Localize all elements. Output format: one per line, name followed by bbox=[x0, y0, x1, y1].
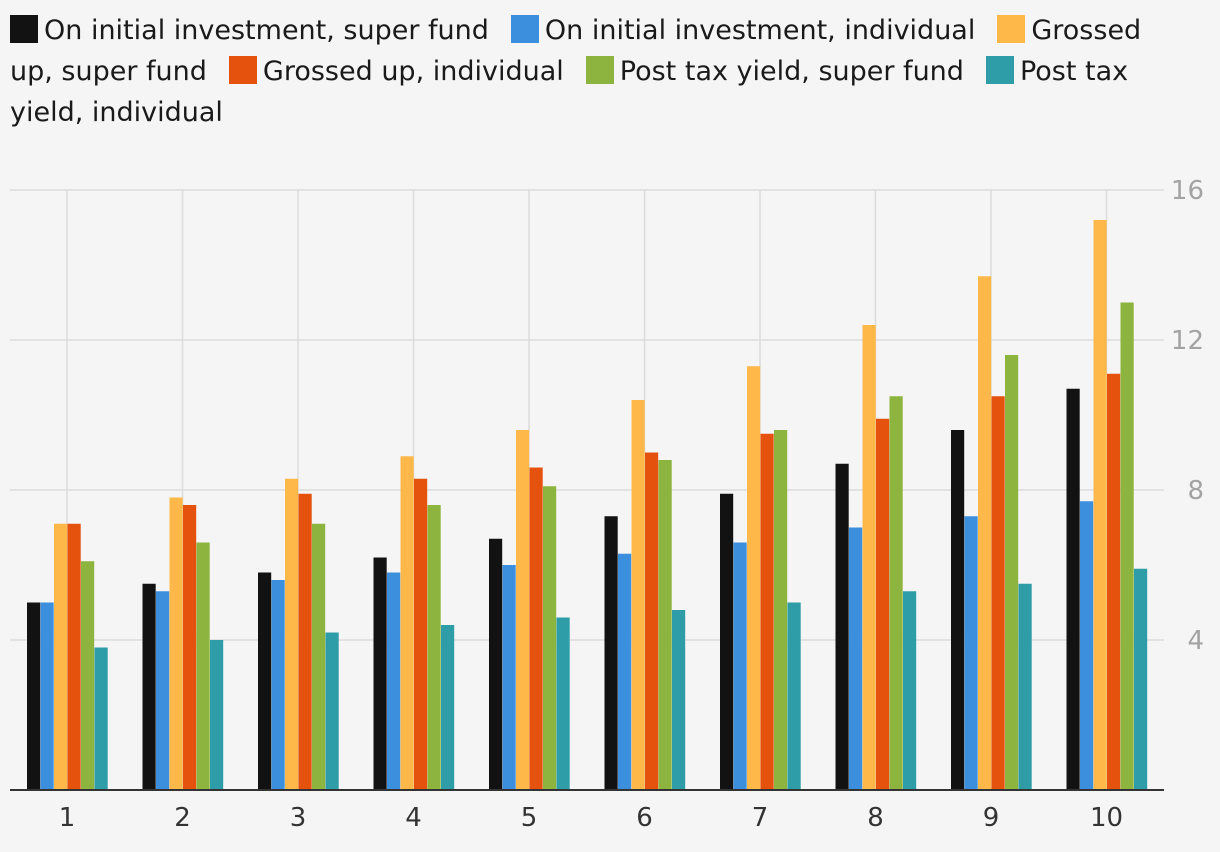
legend-item: On initial investment, super fund bbox=[10, 15, 489, 46]
bar bbox=[529, 467, 543, 790]
x-tick-label: 9 bbox=[983, 803, 1000, 833]
bar bbox=[849, 527, 863, 790]
legend-label: Post tax yield, individual bbox=[10, 56, 1129, 128]
bar bbox=[1080, 501, 1094, 790]
legend-item: Grossed up, super fund bbox=[10, 15, 1141, 87]
bar bbox=[312, 523, 326, 790]
legend-swatch bbox=[510, 15, 539, 43]
bar bbox=[169, 497, 183, 790]
bar bbox=[156, 591, 170, 790]
bar bbox=[285, 478, 299, 790]
bar bbox=[441, 625, 455, 790]
x-tick-label: 6 bbox=[636, 803, 653, 833]
legend-item: Post tax yield, super fund bbox=[585, 56, 964, 87]
bar bbox=[183, 505, 197, 790]
legend-item: Grossed up, individual bbox=[228, 56, 564, 87]
x-tick-label: 10 bbox=[1090, 803, 1123, 833]
bar bbox=[258, 572, 272, 790]
y-tick-label: 16 bbox=[1171, 176, 1204, 206]
legend-label: On initial investment, individual bbox=[544, 15, 976, 46]
legend-label: Grossed up, individual bbox=[262, 56, 564, 87]
x-tick-label: 5 bbox=[521, 803, 538, 833]
bar bbox=[862, 325, 876, 790]
bar bbox=[903, 591, 917, 790]
bar bbox=[645, 452, 659, 790]
bar bbox=[1005, 355, 1019, 790]
x-tick-label: 8 bbox=[867, 803, 884, 833]
bar bbox=[54, 523, 68, 790]
bar bbox=[502, 565, 516, 790]
bar bbox=[618, 553, 632, 790]
bar bbox=[991, 396, 1005, 790]
bar bbox=[325, 632, 339, 790]
bar bbox=[1093, 220, 1107, 790]
bar bbox=[298, 493, 312, 790]
bar bbox=[40, 602, 54, 790]
bar bbox=[760, 433, 774, 790]
x-tick-label: 2 bbox=[174, 803, 191, 833]
bar bbox=[964, 516, 978, 790]
bar bbox=[400, 456, 414, 790]
bar bbox=[81, 561, 95, 790]
bar bbox=[733, 542, 747, 790]
chart-legend: On initial investment, super fund On init… bbox=[10, 10, 1170, 133]
bar bbox=[271, 580, 285, 790]
y-tick-label: 8 bbox=[1187, 476, 1204, 506]
bar bbox=[67, 523, 81, 790]
bar bbox=[774, 430, 788, 790]
bar bbox=[94, 647, 108, 790]
bar bbox=[196, 542, 210, 790]
bar bbox=[1018, 583, 1032, 790]
legend-swatch bbox=[997, 15, 1026, 43]
bar bbox=[387, 572, 401, 790]
bar bbox=[1066, 388, 1080, 790]
x-tick-label: 3 bbox=[290, 803, 307, 833]
bar bbox=[489, 538, 503, 790]
legend-swatch bbox=[985, 56, 1014, 84]
bar bbox=[835, 463, 849, 790]
bar bbox=[543, 486, 557, 790]
bar bbox=[1107, 373, 1121, 790]
bar bbox=[889, 396, 903, 790]
bar bbox=[876, 418, 890, 790]
bar bbox=[978, 276, 992, 790]
bar bbox=[604, 516, 618, 790]
legend-swatch bbox=[228, 56, 257, 84]
bar bbox=[787, 602, 801, 790]
bar bbox=[142, 583, 156, 790]
bar bbox=[631, 400, 645, 790]
bar bbox=[210, 640, 224, 790]
x-tick-label: 4 bbox=[405, 803, 422, 833]
bar bbox=[27, 602, 41, 790]
bar bbox=[427, 505, 441, 790]
x-tick-label: 7 bbox=[752, 803, 769, 833]
bar bbox=[672, 610, 686, 790]
bar bbox=[951, 430, 965, 790]
bar bbox=[556, 617, 570, 790]
bar bbox=[414, 478, 428, 790]
y-tick-label: 4 bbox=[1187, 626, 1204, 656]
bar bbox=[373, 557, 387, 790]
bar bbox=[747, 366, 761, 790]
legend-item: Post tax yield, individual bbox=[10, 56, 1128, 128]
x-tick-label: 1 bbox=[59, 803, 76, 833]
legend-swatch bbox=[10, 15, 38, 43]
legend-item: On initial investment, individual bbox=[510, 15, 976, 46]
bar bbox=[720, 493, 734, 790]
bar bbox=[1134, 568, 1148, 790]
legend-label: On initial investment, super fund bbox=[44, 15, 489, 46]
y-tick-label: 12 bbox=[1171, 326, 1204, 356]
bar bbox=[658, 460, 672, 790]
bar bbox=[516, 430, 530, 790]
legend-swatch bbox=[585, 56, 614, 84]
legend-label: Post tax yield, super fund bbox=[619, 56, 964, 87]
bar bbox=[1120, 302, 1134, 790]
legend-label: Grossed up, super fund bbox=[10, 15, 1142, 87]
